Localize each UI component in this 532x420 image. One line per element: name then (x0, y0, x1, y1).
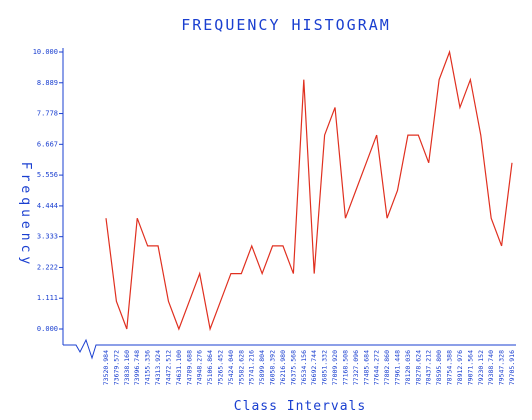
x-tick-label: 76216.980 (279, 350, 287, 385)
x-tick-label: 74948.276 (196, 350, 204, 385)
x-tick-label: 75741.216 (248, 350, 256, 385)
x-tick-label: 77802.860 (383, 350, 391, 385)
y-tick-label: 7.778 (37, 110, 58, 118)
x-tick-label: 78595.800 (435, 350, 443, 385)
y-tick-label: 8.889 (37, 79, 58, 87)
y-tick-label: 5.556 (37, 171, 58, 179)
x-tick-label: 78754.388 (446, 350, 454, 385)
y-tick-label: 2.222 (37, 263, 58, 271)
y-tick-label: 0.000 (37, 325, 58, 333)
x-tick-label: 75424.040 (227, 350, 235, 385)
x-tick-label: 79071.564 (466, 350, 474, 385)
x-tick-label: 76692.744 (310, 350, 318, 385)
x-tick-label: 77644.272 (373, 350, 381, 385)
y-tick-label: 3.333 (37, 233, 58, 241)
x-tick-label: 78120.036 (404, 350, 412, 385)
x-tick-label: 74789.688 (185, 350, 193, 385)
x-tick-label: 78278.624 (414, 350, 422, 385)
x-tick-label: 77168.508 (341, 350, 349, 385)
x-tick-label: 75106.864 (206, 350, 214, 385)
x-tick-label: 74472.512 (164, 350, 172, 385)
x-tick-label: 77009.920 (331, 350, 339, 385)
y-tick-label: 1.111 (37, 294, 58, 302)
x-tick-label: 76058.392 (269, 350, 277, 385)
x-axis (63, 338, 516, 360)
x-tick-label: 76375.568 (289, 350, 297, 385)
x-tick-label: 78912.976 (456, 350, 464, 385)
x-tick-label: 77961.448 (393, 350, 401, 385)
chart-title: FREQUENCY HISTOGRAM (181, 16, 391, 34)
x-tick-label: 75582.628 (237, 350, 245, 385)
x-tick-label: 77327.096 (352, 350, 360, 385)
x-tick-label: 74313.924 (154, 350, 162, 385)
x-tick-label: 73679.572 (112, 350, 120, 385)
x-tick-label: 76534.156 (300, 350, 308, 385)
x-tick-label: 75265.452 (217, 350, 225, 385)
y-tick-label: 6.667 (37, 140, 58, 148)
x-tick-label: 75899.804 (258, 350, 266, 385)
x-tick-label: 76851.332 (321, 350, 329, 385)
x-tick-label: 79388.740 (487, 350, 495, 385)
x-tick-label: 73520.984 (102, 350, 110, 385)
y-axis-label: Frequency (18, 162, 33, 268)
x-tick-label: 73996.748 (133, 350, 141, 385)
x-tick-label: 73838.160 (123, 350, 131, 385)
x-tick-label: 79705.916 (508, 350, 516, 385)
x-tick-label: 79547.328 (498, 350, 506, 385)
x-tick-label: 79230.152 (477, 350, 485, 385)
line (105, 49, 513, 332)
x-tick-label: 74631.100 (175, 350, 183, 385)
x-axis-label: Class Intervals (234, 399, 366, 414)
y-tick-label: 4.444 (37, 202, 58, 210)
x-tick-label: 77485.684 (362, 350, 370, 385)
y-tick-label: 10.000 (33, 48, 58, 56)
x-tick-label: 78437.212 (425, 350, 433, 385)
x-tick-label: 74155.336 (144, 350, 152, 385)
